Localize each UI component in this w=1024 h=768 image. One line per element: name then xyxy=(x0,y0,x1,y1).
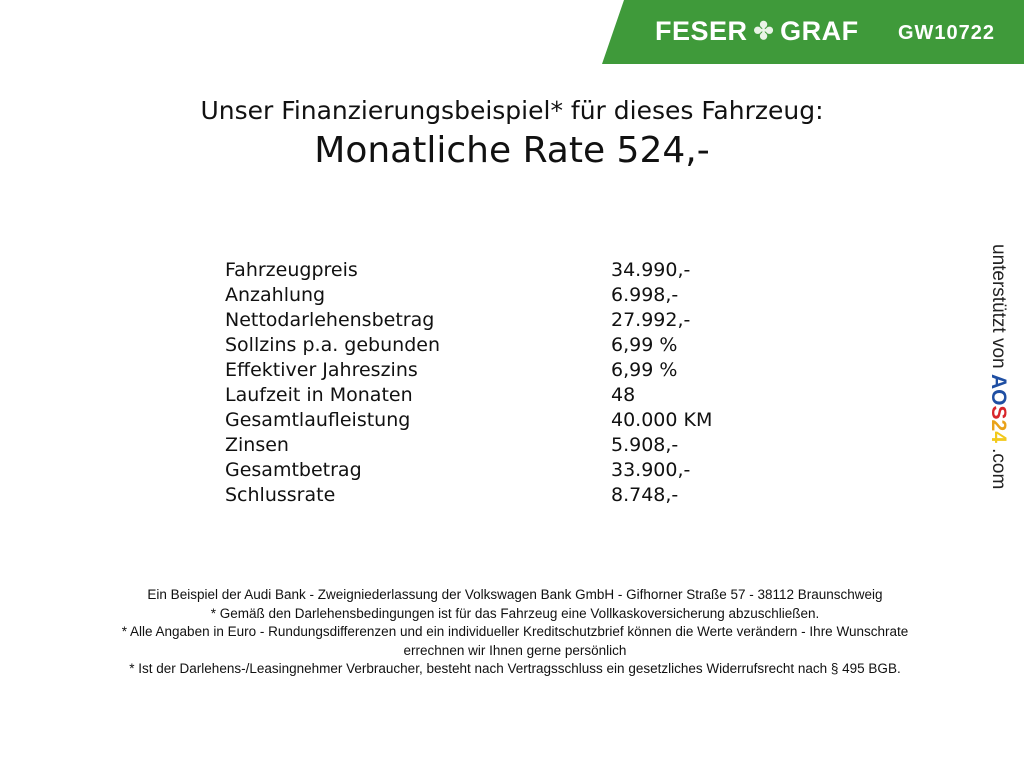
row-label: Schlussrate xyxy=(225,484,336,506)
vehicle-code: GW10722 xyxy=(898,22,996,44)
row-value: 8.748,- xyxy=(611,484,679,506)
table-row: Zinsen 5.908,- xyxy=(225,433,712,458)
row-value: 6.998,- xyxy=(611,284,679,306)
footer-line: * Alle Angaben in Euro - Rundungsdiffere… xyxy=(121,624,909,658)
table-row: Fahrzeugpreis 34.990,- xyxy=(225,258,712,283)
brand-banner xyxy=(602,0,1024,64)
row-label: Effektiver Jahreszins xyxy=(225,359,418,381)
row-value: 6,99 % xyxy=(611,334,678,356)
row-value: 27.992,- xyxy=(611,309,691,331)
table-row: Schlussrate 8.748,- xyxy=(225,483,712,508)
footer-line: Ein Beispiel der Audi Bank - Zweignieder… xyxy=(147,587,883,602)
footer-line: * Gemäß den Darlehensbedingungen ist für… xyxy=(210,605,820,621)
row-label: Nettodarlehensbetrag xyxy=(225,309,435,331)
footer-disclaimer: Ein Beispiel der Audi Bank - Zweignieder… xyxy=(50,586,980,679)
supported-by-text: unterstützt von xyxy=(988,244,1009,369)
row-value: 48 xyxy=(611,384,636,406)
page-title: Monatliche Rate 524,- xyxy=(314,130,710,171)
row-label: Fahrzeugpreis xyxy=(225,259,358,281)
table-row: Gesamtlaufleistung 40.000 KM xyxy=(225,408,712,433)
brand-logo: FESER ✤ GRAF xyxy=(655,16,859,47)
row-value: 34.990,- xyxy=(611,259,691,281)
brand-name-left: FESER xyxy=(655,16,748,46)
row-label: Zinsen xyxy=(225,434,289,456)
table-row: Effektiver Jahreszins 6,99 % xyxy=(225,358,712,383)
subtitle: Unser Finanzierungsbeispiel* für dieses … xyxy=(200,96,824,125)
financing-table: Fahrzeugpreis 34.990,- Anzahlung 6.998,- N… xyxy=(225,258,712,508)
row-label: Gesamtbetrag xyxy=(225,459,362,481)
row-value: 6,99 % xyxy=(611,359,678,381)
footer-line: * Ist der Darlehens-/Leasingnehmer Verbr… xyxy=(129,661,901,676)
domain-suffix: .com xyxy=(988,448,1009,490)
supported-by-note: unterstützt von AOS24 .com xyxy=(986,244,1010,489)
row-label: Anzahlung xyxy=(225,284,326,306)
row-value: 33.900,- xyxy=(611,459,691,481)
row-label: Gesamtlaufleistung xyxy=(225,409,411,431)
row-value: 40.000 KM xyxy=(611,409,713,431)
aos24-logo: AOS24 xyxy=(987,373,1010,443)
table-row: Nettodarlehensbetrag 27.992,- xyxy=(225,308,712,333)
row-label: Sollzins p.a. gebunden xyxy=(225,334,440,356)
table-row: Gesamtbetrag 33.900,- xyxy=(225,458,712,483)
brand-name-right: GRAF xyxy=(780,16,859,46)
row-value: 5.908,- xyxy=(611,434,679,456)
table-row: Laufzeit in Monaten 48 xyxy=(225,383,712,408)
table-row: Sollzins p.a. gebunden 6,99 % xyxy=(225,333,712,358)
clover-icon: ✤ xyxy=(753,18,775,45)
table-row: Anzahlung 6.998,- xyxy=(225,283,712,308)
row-label: Laufzeit in Monaten xyxy=(225,384,413,406)
